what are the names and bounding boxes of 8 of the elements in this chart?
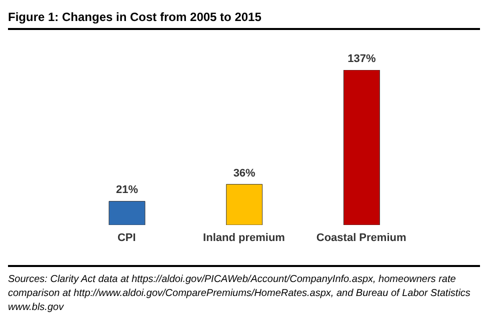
x-tick-label: Coastal Premium	[316, 232, 406, 244]
source-note: Sources: Clarity Act data at https://aldoi.gov/PICAWeb/Account/CompanyInfo.aspx, homeowners rate comparison at http://www.aldoi.gov/ComparePremiums/HomeRates.aspx, and Bureau of Labor Statistics www.bls.gov	[8, 273, 472, 315]
chart-title: Figure 1: Changes in Cost from 2005 to 2015	[8, 8, 480, 30]
data-label: 21%	[116, 184, 138, 196]
x-tick-label: Inland premium	[203, 232, 286, 244]
data-label: 36%	[233, 167, 256, 180]
x-tick-label: CPI	[117, 232, 136, 244]
data-label: 137%	[348, 53, 376, 65]
